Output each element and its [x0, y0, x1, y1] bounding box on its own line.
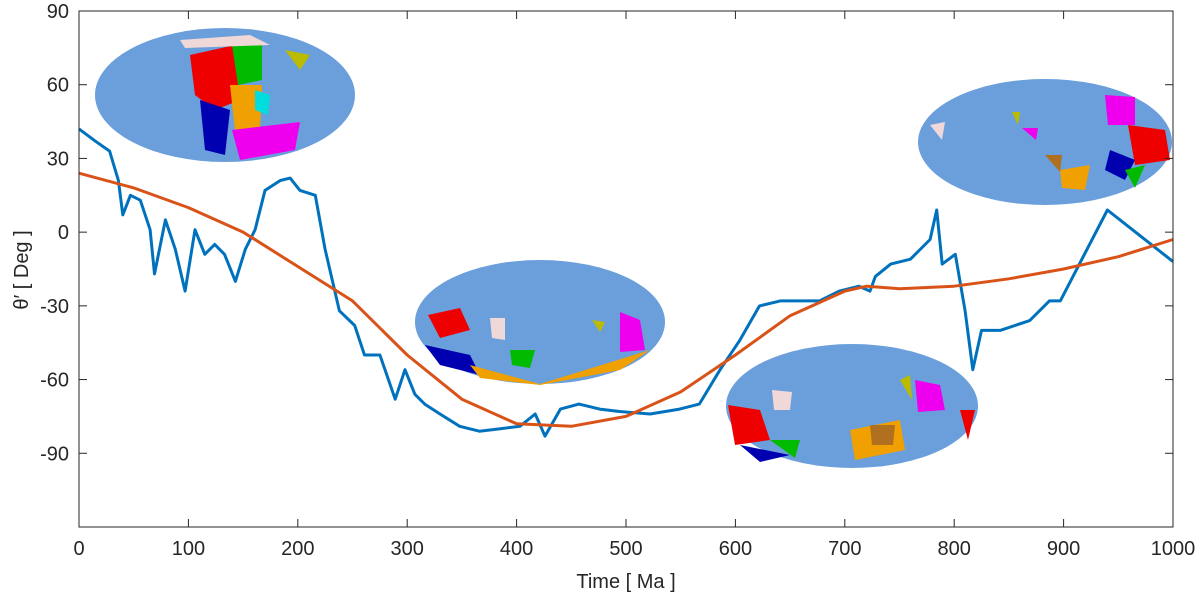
x-tick-label: 900	[1047, 538, 1080, 560]
y-tick-label: -60	[40, 370, 69, 392]
y-axis-label: θ′ [ Deg ]	[11, 230, 33, 309]
x-tick-label: 400	[500, 538, 533, 560]
globe-map-3	[918, 79, 1172, 205]
globe-map-4	[726, 344, 978, 468]
x-tick-label: 1000	[1151, 538, 1196, 560]
globe-map-2	[415, 260, 665, 385]
x-tick-label: 800	[938, 538, 971, 560]
globe-map-1	[95, 28, 355, 162]
x-tick-label: 500	[609, 538, 642, 560]
y-tick-label: -30	[40, 296, 69, 318]
series-line-raw	[78, 127, 1174, 438]
x-tick-label: 100	[172, 538, 205, 560]
x-tick-label: 700	[828, 538, 861, 560]
y-tick-label: 90	[47, 1, 69, 23]
y-tick-label: -90	[40, 443, 69, 465]
x-tick-label: 300	[391, 538, 424, 560]
x-tick-label: 0	[73, 538, 84, 560]
x-tick-label: 200	[281, 538, 314, 560]
x-axis-label: Time [ Ma ]	[576, 571, 675, 593]
series-line-smoothed	[78, 171, 1174, 428]
y-tick-label: 60	[47, 75, 69, 97]
y-tick-label: 30	[47, 148, 69, 170]
y-tick-label: 0	[58, 222, 69, 244]
x-tick-label: 600	[719, 538, 752, 560]
